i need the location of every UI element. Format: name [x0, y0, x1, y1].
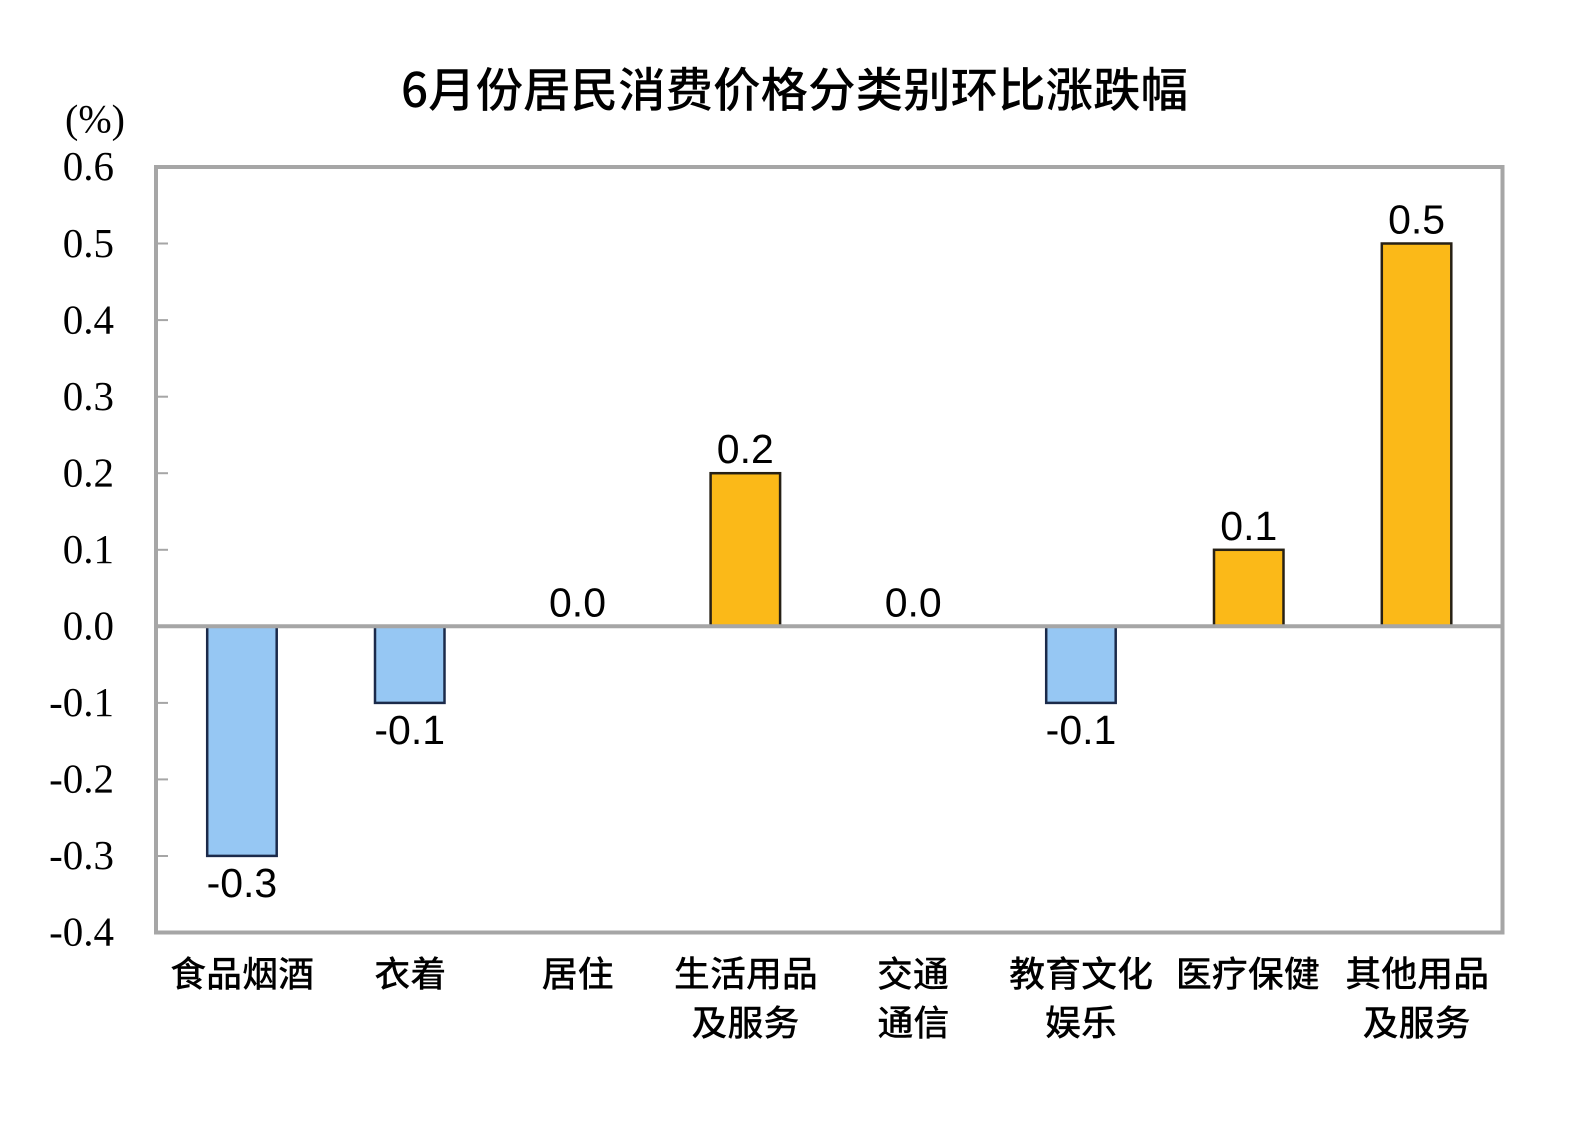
svg-text:0.0: 0.0 [63, 603, 114, 649]
svg-text:0.4: 0.4 [63, 296, 114, 342]
svg-text:0.0: 0.0 [549, 579, 606, 625]
svg-text:-0.1: -0.1 [1046, 707, 1117, 753]
svg-text:0.1: 0.1 [63, 526, 114, 572]
svg-text:0.2: 0.2 [717, 426, 774, 472]
svg-text:0.5: 0.5 [1388, 197, 1445, 243]
svg-text:-0.1: -0.1 [374, 707, 445, 753]
svg-text:(%): (%) [65, 97, 125, 142]
svg-text:0.1: 0.1 [1220, 503, 1277, 549]
svg-text:-0.3: -0.3 [49, 832, 114, 878]
svg-text:0.2: 0.2 [63, 449, 114, 495]
svg-text:-0.1: -0.1 [49, 679, 114, 725]
svg-text:-0.4: -0.4 [49, 909, 114, 955]
svg-text:-0.3: -0.3 [207, 860, 278, 906]
svg-text:-0.2: -0.2 [49, 756, 114, 802]
svg-text:0.3: 0.3 [63, 373, 114, 419]
svg-text:0.5: 0.5 [63, 220, 114, 266]
svg-text:0.6: 0.6 [63, 143, 114, 189]
svg-text:0.0: 0.0 [885, 579, 942, 625]
